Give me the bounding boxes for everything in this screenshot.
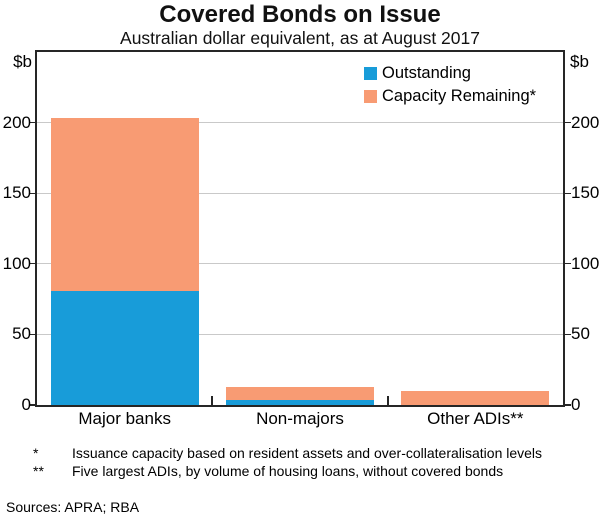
bar-segment: [226, 400, 374, 405]
y-tick-mark-left: [29, 192, 35, 194]
y-axis-label-right: 0: [571, 395, 581, 414]
x-tick-mark: [386, 396, 389, 405]
legend-item-capacity-remaining: Capacity Remaining*: [364, 85, 536, 108]
bar-segment: [50, 290, 199, 405]
x-category-label: Other ADIs**: [427, 409, 524, 428]
gridline: [37, 192, 563, 194]
footnotes: * Issuance capacity based on resident as…: [33, 445, 583, 480]
outstanding-swatch-icon: [364, 67, 377, 80]
legend: Outstanding Capacity Remaining*: [364, 62, 536, 108]
axis-unit-left: $b: [13, 52, 32, 71]
bar-segment: [226, 386, 374, 401]
y-tick-mark-left: [29, 263, 35, 265]
footnote-row: * Issuance capacity based on resident as…: [33, 445, 583, 463]
x-tick-mark: [211, 396, 214, 405]
footnote-text: Five largest ADIs, by volume of housing …: [72, 462, 504, 479]
y-axis-label-right: 50: [571, 324, 590, 344]
y-tick-mark-right: [565, 121, 571, 124]
footnote-marker: **: [33, 462, 44, 479]
legend-item-outstanding: Outstanding: [364, 62, 536, 85]
capacity-remaining-swatch-icon: [364, 90, 377, 103]
y-axis-label-left: 0: [21, 395, 31, 414]
y-tick-mark-right: [565, 333, 571, 336]
y-tick-mark-left: [29, 121, 35, 124]
footnote-text: Issuance capacity based on resident asse…: [72, 445, 543, 461]
y-axis-label-left: 150: [2, 183, 31, 203]
axis-unit-right: $b: [570, 52, 589, 71]
footnote-row: ** Five largest ADIs, by volume of housi…: [33, 463, 583, 481]
sources-line: Sources: APRA; RBA: [6, 499, 140, 515]
plot-inner: [37, 52, 563, 405]
gridline: [37, 333, 563, 335]
gridline: [37, 122, 563, 124]
y-tick-mark-right: [565, 192, 571, 194]
y-axis-label-left: 50: [12, 324, 31, 344]
x-category-label: Major banks: [78, 409, 171, 428]
x-category-label: Non-majors: [256, 409, 344, 428]
chart-subtitle: Australian dollar equivalent, as at Augu…: [120, 28, 480, 48]
plot-area: [35, 50, 565, 407]
bar-segment: [50, 118, 199, 291]
y-axis-label-left: 200: [2, 112, 31, 132]
y-tick-mark-left: [29, 333, 35, 336]
bar-segment: [401, 390, 550, 405]
y-axis-label-left: 100: [2, 253, 31, 273]
legend-label-capacity-remaining: Capacity Remaining*: [382, 87, 537, 105]
legend-label-outstanding: Outstanding: [382, 64, 471, 82]
y-axis-label-right: 200: [571, 112, 600, 132]
y-tick-mark-right: [565, 404, 571, 406]
y-axis-label-right: 150: [571, 183, 600, 203]
y-tick-mark-right: [565, 263, 571, 265]
gridline: [37, 263, 563, 265]
y-tick-mark-left: [29, 404, 35, 406]
chart-title: Covered Bonds on Issue: [159, 1, 441, 28]
footnote-marker: *: [33, 445, 39, 461]
y-axis-label-right: 100: [571, 253, 600, 273]
